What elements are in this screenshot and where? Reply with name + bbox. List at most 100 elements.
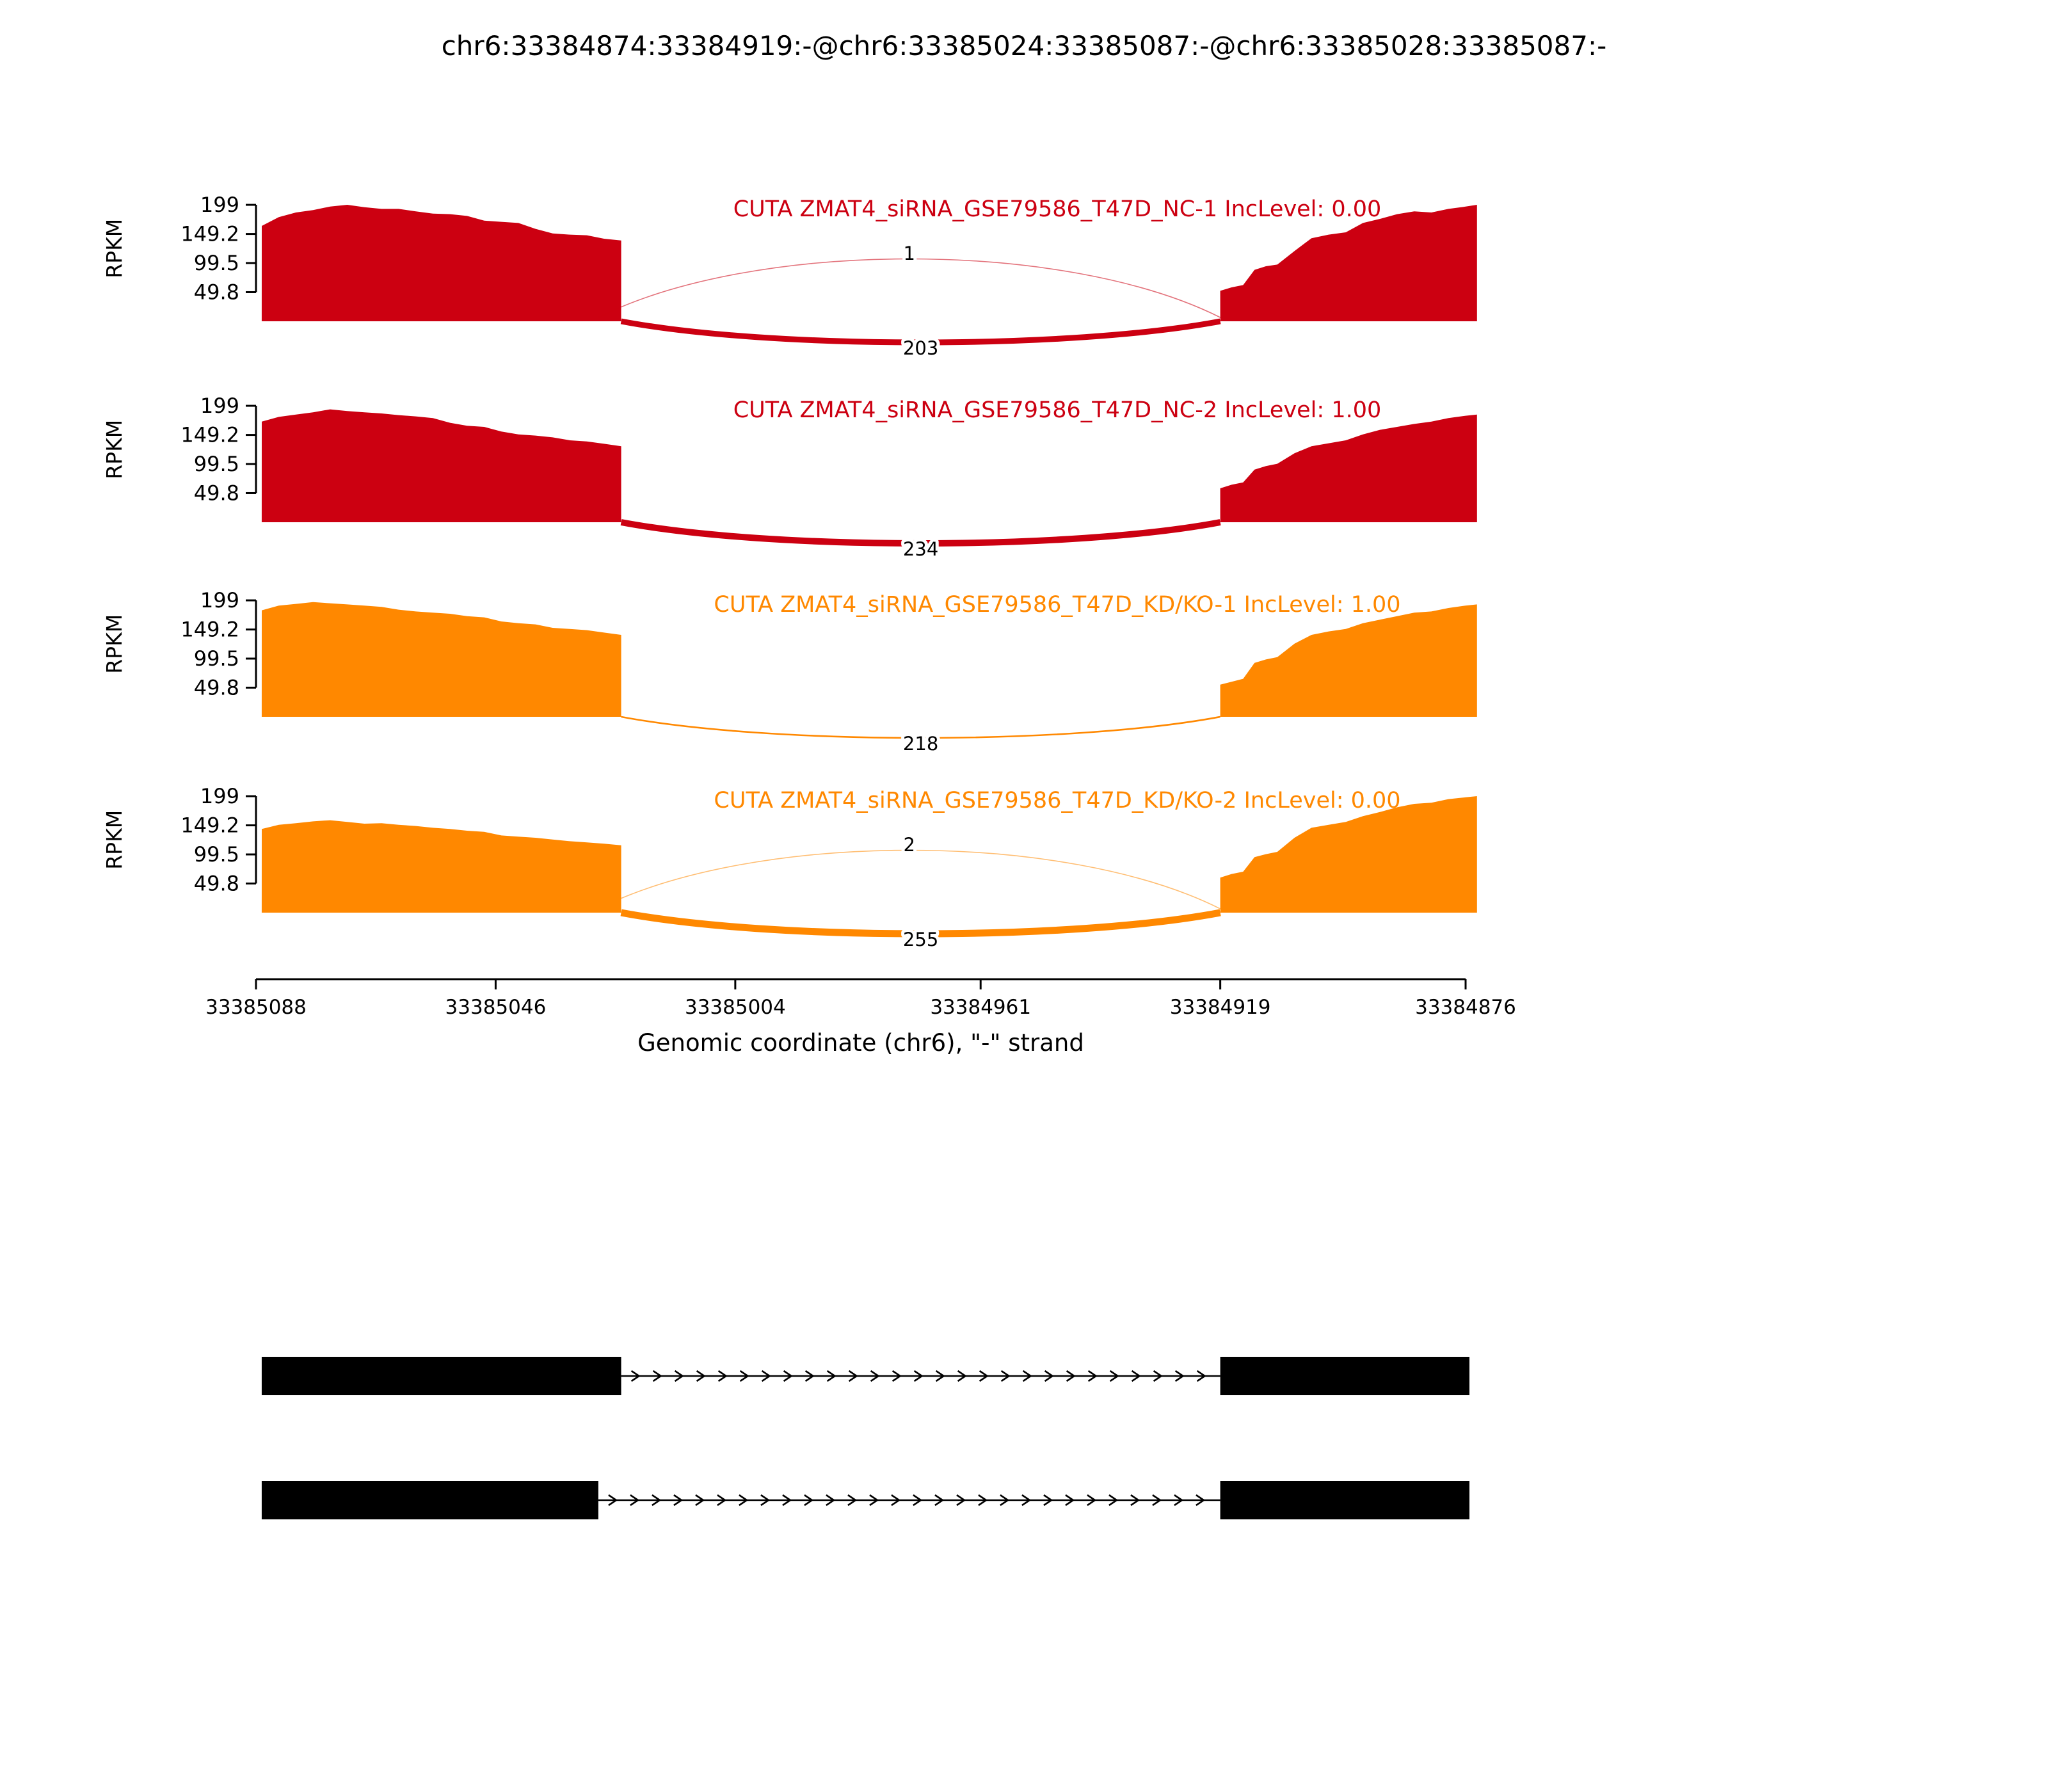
strand-arrow [1066,1370,1076,1382]
y-axis-title: RPKM [102,810,127,870]
strand-arrow [979,1370,989,1382]
x-axis-tick-label: 33384961 [930,996,1031,1019]
strand-arrow [1087,1494,1097,1507]
strand-arrow [673,1494,684,1507]
strand-arrow [1131,1370,1141,1382]
strand-arrow [1000,1370,1011,1382]
junction-count-label: 1 [904,243,915,264]
strand-arrow [760,1494,771,1507]
x-axis: 33385088 33385046 33385004 33384961 33384919… [205,978,1516,1057]
strand-arrow [978,1494,988,1507]
strand-arrow [608,1494,618,1507]
strand-arrow [630,1494,640,1507]
track-label: CUTA ZMAT4_siRNA_GSE79586_T47D_KD/KO-2 I… [714,788,1400,813]
strand-arrow [1021,1494,1032,1507]
strand-arrow [804,1494,814,1507]
strand-arrow [652,1370,662,1382]
track-label: CUTA ZMAT4_siRNA_GSE79586_T47D_NC-2 IncL… [733,397,1382,423]
strand-arrow [1196,1494,1206,1507]
strand-arrow [913,1370,924,1382]
coverage-area [1220,604,1477,717]
strand-arrow [739,1370,749,1382]
coverage-area [1220,796,1477,913]
y-axis-title: RPKM [102,420,127,479]
strand-arrow [826,1370,836,1382]
y-axis-tick-label: 49.8 [194,675,239,700]
coverage-track-4: 199 149.2 99.5 49.8 RPKM CUTA ZMAT4_siRNA_GSE… [102,784,1477,954]
strand-arrow [717,1370,728,1382]
chart-title: chr6:33384874:33384919:-@chr6:33385024:3… [441,31,1607,61]
strand-arrow [761,1370,771,1382]
y-axis-tick-label: 49.8 [194,481,239,505]
track-label: CUTA ZMAT4_siRNA_GSE79586_T47D_NC-1 IncL… [733,196,1382,222]
strand-arrow [957,1370,967,1382]
junction-arc [621,716,1220,739]
y-axis-title: RPKM [102,614,127,674]
x-axis-tick-label: 33385004 [685,996,786,1019]
x-axis-tick-label: 33384919 [1170,996,1271,1019]
strand-arrow [892,1370,902,1382]
strand-arrow [826,1494,836,1507]
strand-arrow [870,1370,880,1382]
strand-arrow [1130,1494,1140,1507]
strand-arrow [1109,1370,1119,1382]
exon-box [261,1357,621,1395]
exon-box [261,1481,598,1519]
strand-arrow [1065,1494,1075,1507]
y-axis-tick-label: 49.8 [194,280,239,304]
y-axis-tick-label: 149.2 [180,813,239,838]
x-axis-tick-label: 33384876 [1415,996,1516,1019]
coverage-area [261,602,621,717]
coverage-area [261,409,621,522]
strand-arrow [1108,1494,1119,1507]
junction-count-label: 234 [903,538,938,560]
y-axis-tick-label: 99.5 [194,251,239,275]
y-axis-tick-label: 99.5 [194,646,239,671]
y-axis-tick-label: 199 [200,784,239,808]
junction-arc [598,258,1221,318]
y-axis-tick-label: 199 [200,588,239,612]
strand-arrow [1087,1370,1098,1382]
strand-arrow [1152,1494,1162,1507]
y-axis-tick-label: 149.2 [180,222,239,246]
strand-arrow [782,1494,792,1507]
junction-count-label: 255 [903,929,938,950]
exon-box [1220,1357,1469,1395]
junction-count-label: 2 [904,834,915,856]
strand-arrow [783,1370,793,1382]
x-axis-tick-label: 33385088 [205,996,307,1019]
y-axis-tick-label: 99.5 [194,452,239,476]
strand-arrow [1000,1494,1010,1507]
junction-arc [620,318,1221,346]
isoform-model-2 [261,1481,1469,1519]
junction-count-label: 218 [903,733,938,755]
strand-arrow [869,1494,879,1507]
strand-arrow [696,1370,706,1382]
y-axis-tick-label: 199 [200,193,239,217]
strand-arrow [913,1494,923,1507]
coverage-area [261,820,621,913]
y-axis-tick-label: 199 [200,394,239,418]
junction-arc [620,519,1221,547]
strand-arrow [804,1370,815,1382]
exon-box [1220,1481,1469,1519]
coverage-track-1: 199 149.2 99.5 49.8 RPKM CUTA ZMAT4_siRNA_GSE… [102,193,1477,362]
strand-arrow [739,1494,749,1507]
strand-arrow [1043,1494,1053,1507]
strand-arrow [956,1494,966,1507]
strand-arrow [848,1370,858,1382]
strand-arrow [652,1494,662,1507]
y-axis-title: RPKM [102,219,127,278]
coverage-area [1220,414,1477,522]
strand-arrow [1153,1370,1163,1382]
strand-arrow [630,1370,641,1382]
strand-arrow [674,1370,684,1382]
y-axis-tick-label: 49.8 [194,871,239,895]
strand-arrow [695,1494,705,1507]
strand-arrow [717,1494,727,1507]
y-axis-tick-label: 149.2 [180,423,239,447]
junction-arc [598,849,1221,909]
x-axis-tick-label: 33385046 [445,996,547,1019]
